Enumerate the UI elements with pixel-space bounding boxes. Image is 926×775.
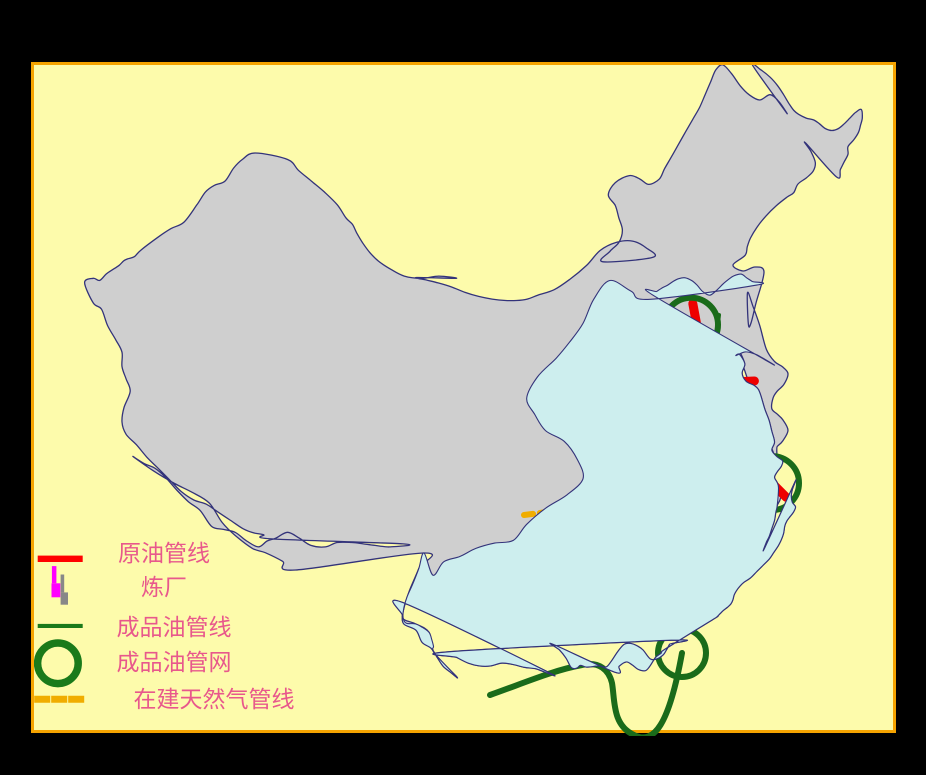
svg-text:炼厂: 炼厂 [141,575,187,600]
svg-text:在建天然气管线: 在建天然气管线 [134,687,295,712]
svg-text:原油管线: 原油管线 [118,541,210,566]
svg-text:成品油管线: 成品油管线 [117,615,232,640]
svg-text:成品油管网: 成品油管网 [117,650,232,675]
